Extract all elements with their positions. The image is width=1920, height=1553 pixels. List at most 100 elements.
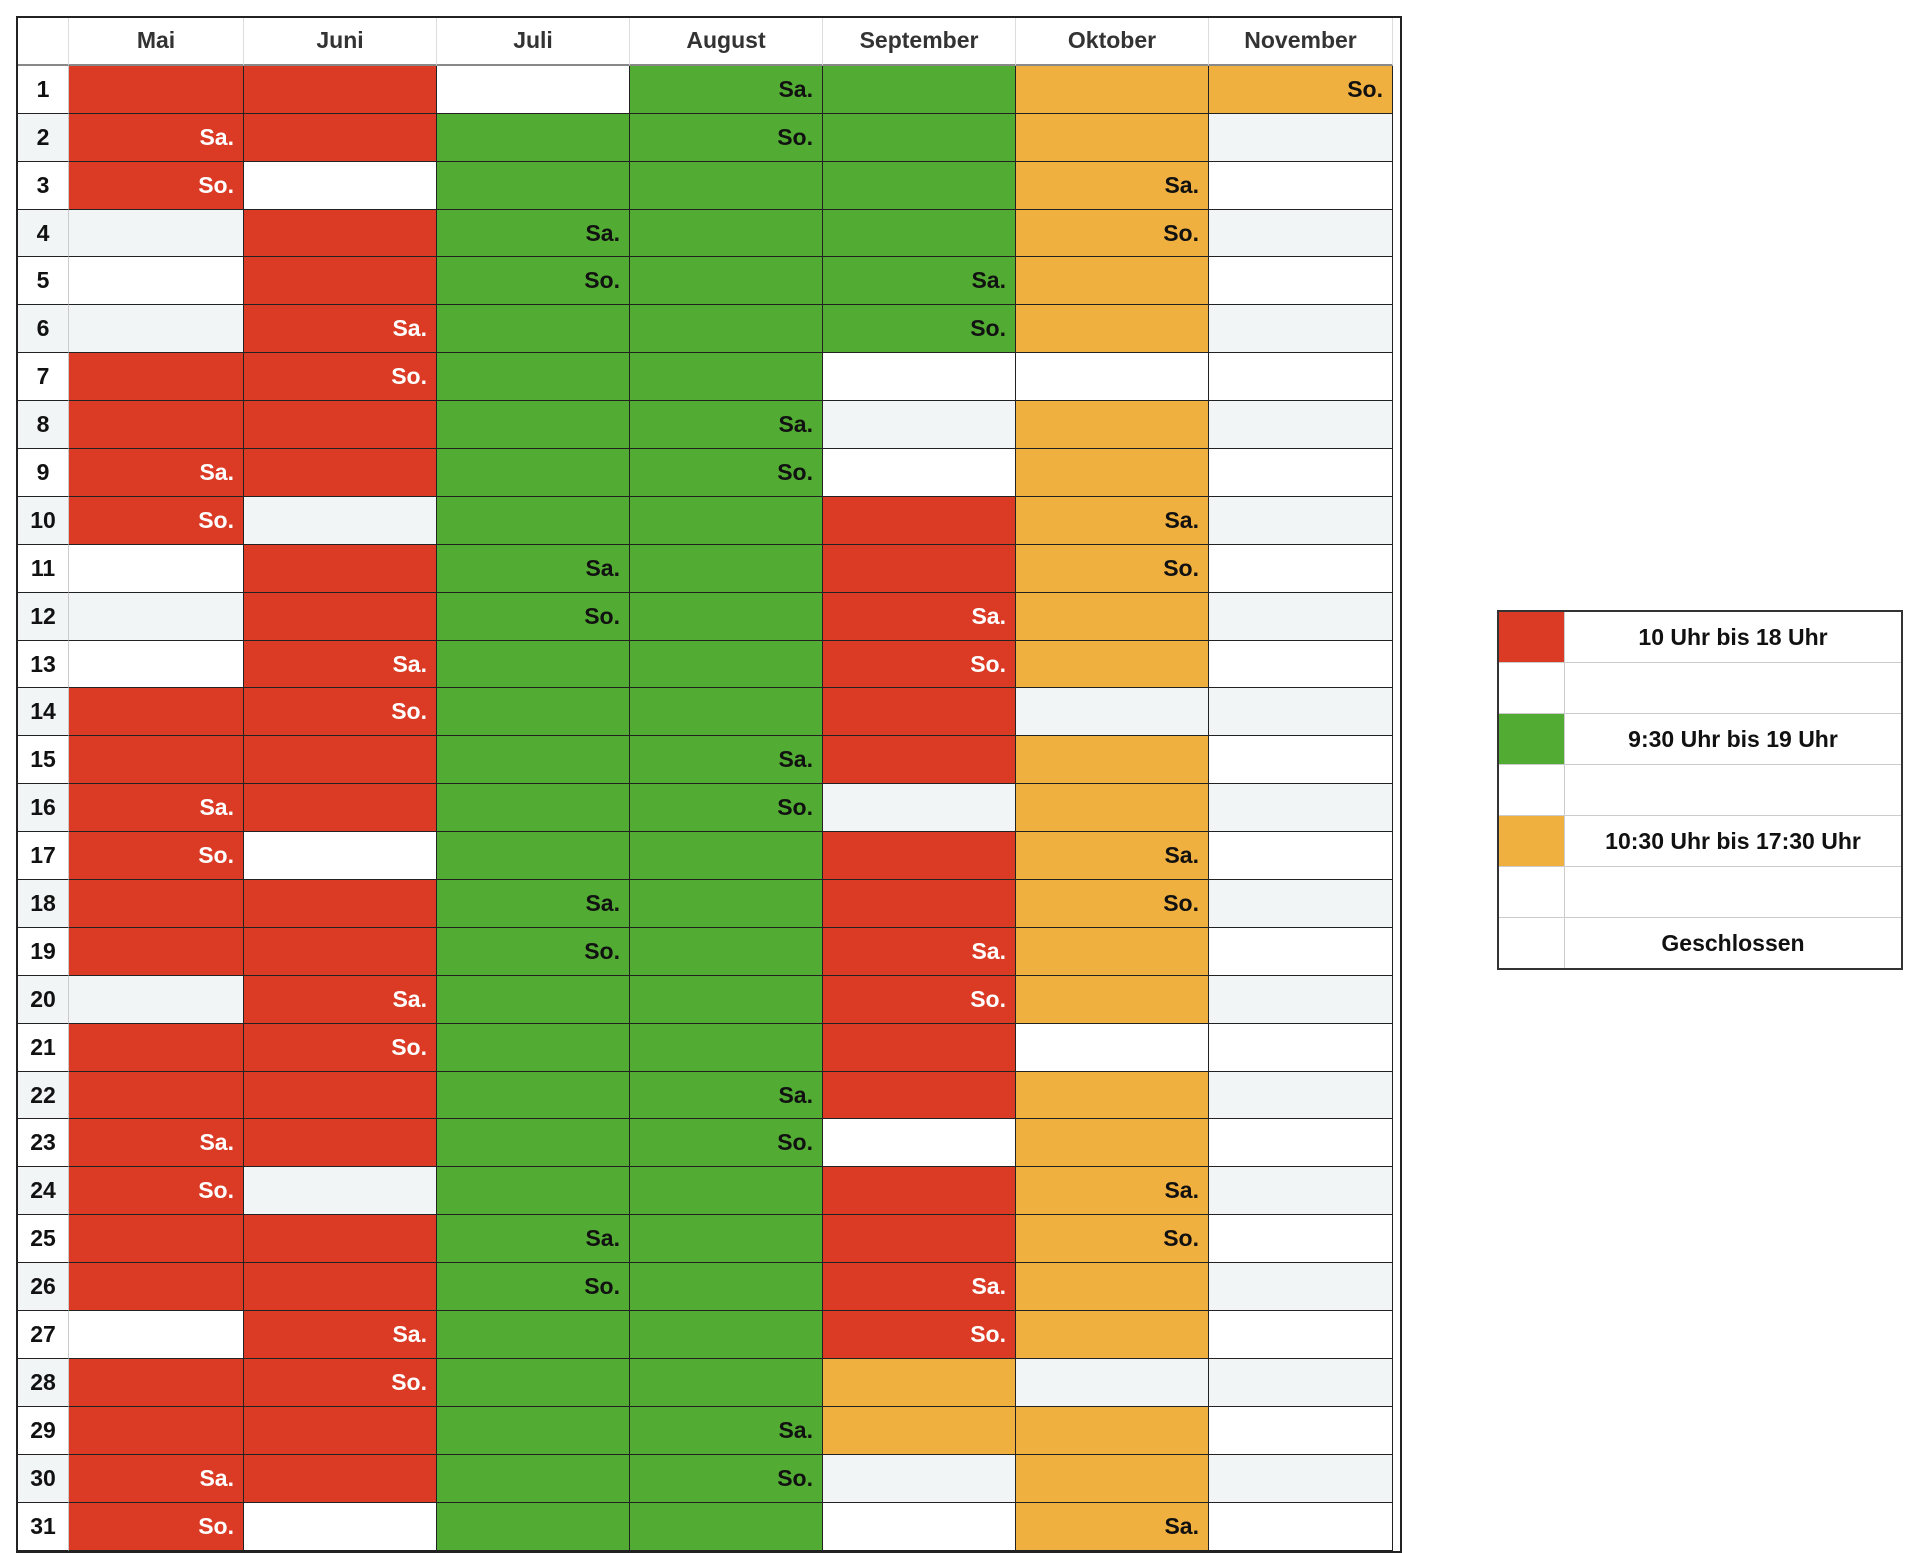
day-cell (823, 1358, 1016, 1407)
legend-label: 10:30 Uhr bis 17:30 Uhr (1605, 827, 1861, 854)
day-cell (630, 209, 823, 258)
day-cell: So. (244, 1358, 437, 1407)
day-cell (69, 257, 244, 306)
day-number: 27 (18, 1311, 69, 1359)
day-cell (630, 1358, 823, 1407)
day-cell: Sa. (630, 1071, 823, 1120)
day-number: 28 (18, 1358, 69, 1407)
day-cell: Sa. (244, 640, 437, 689)
day-cell (823, 496, 1016, 545)
day-cell (630, 1167, 823, 1216)
day-cell (630, 592, 823, 641)
day-cell: Sa. (244, 1311, 437, 1359)
day-number: 5 (18, 257, 69, 306)
weekday-label: Sa. (1164, 1177, 1199, 1204)
legend-row: 10:30 Uhr bis 17:30 Uhr (1499, 816, 1901, 867)
day-cell (1209, 1358, 1393, 1407)
weekday-label: Sa. (778, 75, 813, 102)
legend-row (1499, 867, 1901, 918)
weekday-label: So. (391, 698, 427, 725)
legend-swatch (1499, 612, 1565, 662)
day-cell (244, 1263, 437, 1312)
day-number: 18 (18, 880, 69, 928)
day-cell (69, 688, 244, 737)
weekday-label: Sa. (199, 794, 234, 821)
day-cell (823, 1167, 1016, 1216)
legend-row (1499, 663, 1901, 714)
legend-swatch (1499, 714, 1565, 764)
day-cell (244, 401, 437, 450)
day-cell: Sa. (1016, 1167, 1209, 1216)
weekday-label: Sa. (778, 1081, 813, 1108)
weekday-label: Sa. (392, 650, 427, 677)
day-cell (1209, 736, 1393, 785)
day-cell (244, 65, 437, 114)
day-number: 12 (18, 592, 69, 641)
weekday-label: So. (198, 506, 234, 533)
day-cell (1016, 927, 1209, 976)
day-cell (69, 1071, 244, 1120)
weekday-label: So. (391, 1033, 427, 1060)
day-cell (437, 353, 630, 402)
legend-swatch (1499, 765, 1565, 815)
day-cell: Sa. (1016, 161, 1209, 210)
weekday-label: So. (584, 267, 620, 294)
day-cell (1016, 1454, 1209, 1503)
day-cell (1209, 305, 1393, 354)
day-number: 30 (18, 1454, 69, 1503)
weekday-label: Sa. (971, 937, 1006, 964)
day-cell (244, 736, 437, 785)
day-number: 17 (18, 832, 69, 881)
weekday-label: So. (1163, 219, 1199, 246)
month-header: Mai (69, 18, 244, 66)
day-cell (823, 1406, 1016, 1455)
weekday-label: Sa. (778, 1416, 813, 1443)
day-cell (437, 832, 630, 881)
day-cell (1209, 1119, 1393, 1168)
weekday-label: Sa. (392, 315, 427, 342)
day-number: 11 (18, 544, 69, 593)
opening-hours-calendar: Mai Juni Juli August September Oktober Novembe… (16, 16, 1402, 1553)
day-cell (1016, 449, 1209, 497)
day-cell: So. (244, 688, 437, 737)
day-cell (1209, 113, 1393, 162)
day-cell: So. (437, 257, 630, 306)
day-cell (630, 1023, 823, 1072)
day-cell: So. (69, 1502, 244, 1551)
day-cell: Sa. (1016, 496, 1209, 545)
weekday-label: So. (584, 602, 620, 629)
day-cell (1209, 1311, 1393, 1359)
day-cell (823, 113, 1016, 162)
day-number: 2 (18, 113, 69, 162)
day-cell: So. (69, 832, 244, 881)
day-cell: So. (1016, 544, 1209, 593)
day-cell: Sa. (1016, 832, 1209, 881)
weekday-label: So. (970, 650, 1006, 677)
day-cell (244, 832, 437, 881)
day-cell: So. (69, 496, 244, 545)
day-cell (244, 1454, 437, 1503)
day-cell (1209, 784, 1393, 833)
day-cell: So. (823, 305, 1016, 354)
day-cell (823, 544, 1016, 593)
day-cell: So. (69, 161, 244, 210)
weekday-label: So. (1163, 889, 1199, 916)
weekday-label: So. (777, 123, 813, 150)
day-number: 29 (18, 1406, 69, 1455)
day-cell (244, 1406, 437, 1455)
month-header: Juni (244, 18, 437, 66)
day-cell: So. (437, 927, 630, 976)
day-cell (1016, 736, 1209, 785)
day-cell (1209, 1502, 1393, 1551)
day-cell (244, 1215, 437, 1264)
day-cell (1209, 592, 1393, 641)
day-cell (244, 880, 437, 928)
month-header: November (1209, 18, 1393, 66)
day-cell (244, 257, 437, 306)
day-cell (630, 927, 823, 976)
day-cell (1016, 1358, 1209, 1407)
day-cell (630, 496, 823, 545)
day-cell (1016, 1311, 1209, 1359)
day-cell (1209, 161, 1393, 210)
day-cell: So. (1209, 65, 1393, 114)
